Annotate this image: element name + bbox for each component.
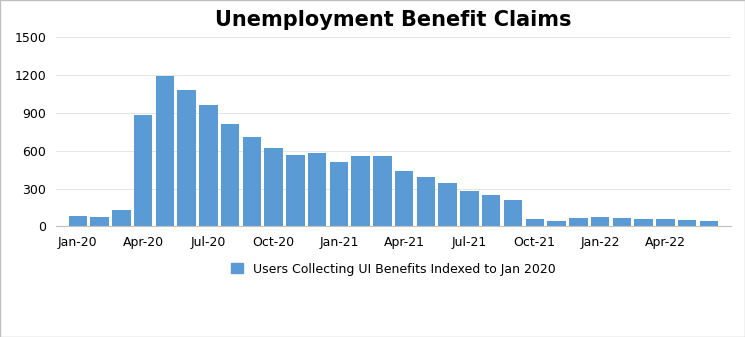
Bar — [656, 219, 674, 226]
Bar — [69, 216, 87, 226]
Bar — [460, 191, 479, 226]
Bar — [504, 200, 522, 226]
Bar — [482, 195, 501, 226]
Bar — [700, 221, 718, 226]
Bar — [395, 171, 413, 226]
Title: Unemployment Benefit Claims: Unemployment Benefit Claims — [215, 10, 571, 30]
Bar — [548, 221, 565, 226]
Bar — [439, 183, 457, 226]
Bar — [156, 76, 174, 226]
Bar — [612, 218, 631, 226]
Bar — [177, 90, 196, 226]
Bar — [352, 156, 370, 226]
Bar — [243, 137, 261, 226]
Bar — [416, 177, 435, 226]
Bar — [264, 148, 283, 226]
Bar — [286, 155, 305, 226]
Bar — [90, 217, 109, 226]
Bar — [373, 156, 392, 226]
Bar — [329, 162, 348, 226]
Bar — [678, 220, 697, 226]
Bar — [112, 210, 130, 226]
Bar — [308, 153, 326, 226]
Bar — [569, 218, 588, 226]
Bar — [134, 116, 152, 226]
Bar — [221, 124, 239, 226]
Legend: Users Collecting UI Benefits Indexed to Jan 2020: Users Collecting UI Benefits Indexed to … — [226, 257, 561, 280]
Bar — [591, 217, 609, 226]
Bar — [199, 105, 218, 226]
Bar — [634, 219, 653, 226]
Bar — [525, 219, 544, 226]
